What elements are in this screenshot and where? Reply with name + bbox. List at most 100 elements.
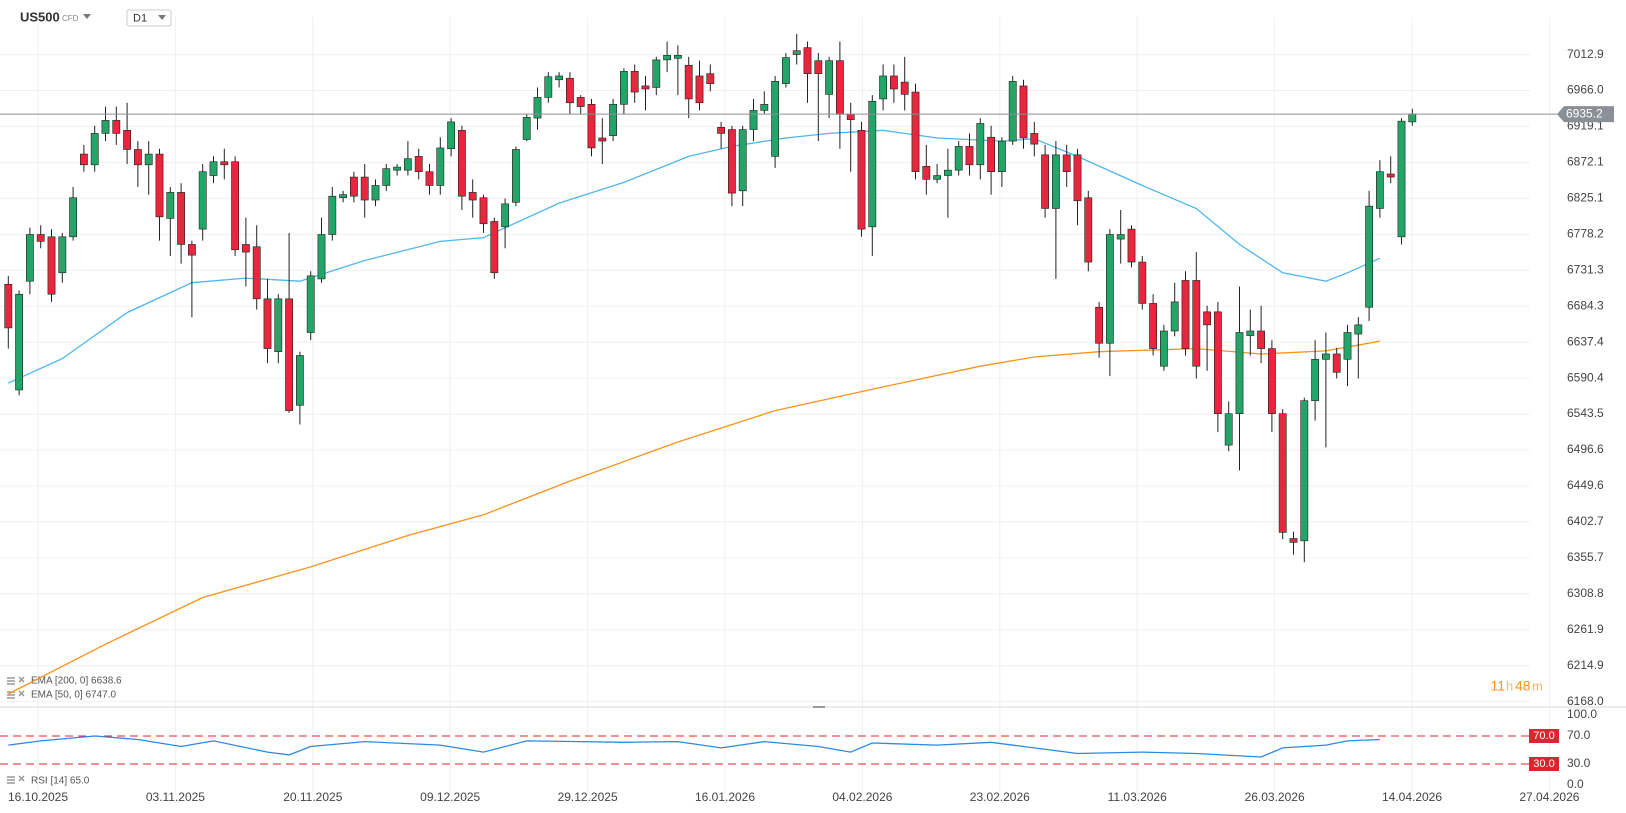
- candle-body: [47, 236, 56, 295]
- candle-body: [1289, 538, 1298, 543]
- candle-body: [274, 298, 283, 352]
- candle-body: [879, 75, 887, 100]
- candle-body: [1224, 413, 1233, 446]
- candle-body: [663, 54, 671, 61]
- timeframe-dropdown[interactable]: [158, 15, 166, 20]
- y-tick-label: 6449.6: [1567, 478, 1604, 492]
- candle-body: [328, 195, 337, 235]
- rsi-level-box: [1529, 757, 1559, 771]
- candle-body: [1332, 353, 1341, 373]
- candle-body: [425, 171, 434, 186]
- candle-body: [80, 153, 88, 166]
- candle-body: [1311, 359, 1319, 401]
- candle-body: [1019, 85, 1028, 139]
- x-tick-label: 16.01.2026: [695, 790, 755, 804]
- x-tick-label: 09.12.2025: [420, 790, 480, 804]
- candle-body: [673, 54, 682, 59]
- candle-body: [1203, 311, 1211, 326]
- candle-body: [242, 244, 250, 253]
- candle-body: [1116, 234, 1125, 240]
- candle-body: [1257, 330, 1265, 349]
- x-tick-label: 11.03.2026: [1108, 790, 1167, 804]
- candle-body: [198, 171, 207, 230]
- candle-body: [900, 81, 909, 95]
- symbol-dropdown[interactable]: [83, 14, 91, 19]
- candle-body: [717, 126, 725, 134]
- legend-ema-50[interactable]: EMA [50, 0] 6747.0: [31, 690, 116, 701]
- timeframe[interactable]: D1: [133, 12, 147, 24]
- candle-body: [36, 234, 45, 242]
- candle-body: [1343, 332, 1352, 360]
- candle-body: [846, 113, 855, 120]
- candle-body: [490, 221, 499, 274]
- candle-body: [177, 192, 185, 245]
- y-tick-label: 6731.3: [1567, 262, 1604, 276]
- y-tick-label: 6355.7: [1567, 550, 1604, 564]
- timer-minutes-unit: m: [1532, 678, 1543, 693]
- candle-body: [1084, 197, 1093, 263]
- candle-body: [738, 129, 747, 192]
- legend-ema-200[interactable]: EMA [200, 0] 6638.6: [31, 676, 122, 687]
- y-tick-label: 6684.3: [1567, 298, 1604, 312]
- candle-body: [695, 75, 704, 104]
- candle-body: [965, 146, 974, 166]
- candle-body: [1073, 154, 1082, 202]
- candle-body: [630, 71, 639, 93]
- candle-body: [134, 149, 142, 166]
- candle-body: [565, 77, 574, 104]
- candle-body: [954, 146, 963, 171]
- candle-body: [144, 153, 153, 166]
- candle-body: [1052, 154, 1060, 209]
- candle-body: [123, 130, 131, 150]
- candle-body: [889, 75, 898, 90]
- candle-body: [825, 60, 833, 95]
- legend-rsi[interactable]: RSI [14] 65.0: [31, 776, 90, 787]
- y-tick-label: 7012.9: [1567, 47, 1604, 61]
- candle-body: [997, 140, 1006, 172]
- y-tick-label: 6261.9: [1567, 622, 1604, 636]
- candle-body: [522, 117, 531, 140]
- candle-body: [609, 104, 617, 137]
- timeframe-box[interactable]: [126, 9, 172, 27]
- x-tick-label: 16.10.2025: [8, 790, 68, 804]
- candle-body: [598, 137, 607, 142]
- x-tick-label: 14.04.2026: [1382, 790, 1442, 804]
- y-tick-label: 6825.1: [1567, 191, 1604, 205]
- candle-body: [188, 244, 196, 256]
- candle-body: [1181, 280, 1190, 349]
- candle-body: [814, 60, 823, 74]
- candle-body: [1192, 280, 1201, 367]
- candle-body: [209, 161, 218, 176]
- candle-body: [403, 158, 412, 171]
- candle-body: [252, 246, 261, 300]
- candle-body: [868, 100, 877, 228]
- candle-body: [1397, 120, 1406, 238]
- y-tick-label: 6590.4: [1567, 370, 1604, 384]
- candle-body: [987, 136, 995, 172]
- candle-body: [760, 104, 769, 111]
- candle-body: [576, 97, 585, 107]
- candle-body: [112, 120, 121, 134]
- candle-body: [781, 57, 790, 84]
- candle-body: [749, 110, 758, 130]
- candle-body: [1170, 301, 1179, 332]
- y-tick-label: 6214.9: [1567, 658, 1604, 672]
- candle-body: [306, 275, 315, 333]
- candle-body: [360, 176, 369, 201]
- candle-body: [835, 60, 844, 115]
- rsi-tick-label: 100.0: [1567, 707, 1597, 721]
- rsi-level-box: [1529, 729, 1559, 743]
- y-tick-label: 6919.1: [1567, 119, 1604, 133]
- rsi-line: [8, 735, 1380, 758]
- candle-body: [468, 192, 477, 201]
- candle-body: [922, 166, 931, 180]
- symbol[interactable]: US500: [20, 9, 60, 24]
- candle-body: [101, 120, 110, 134]
- candle-body: [1408, 113, 1417, 123]
- candle-body: [544, 76, 553, 98]
- current-price-box: [1557, 106, 1614, 123]
- candle-body: [1268, 348, 1276, 414]
- candle-body: [976, 123, 985, 166]
- y-tick-label: 6308.8: [1567, 586, 1604, 600]
